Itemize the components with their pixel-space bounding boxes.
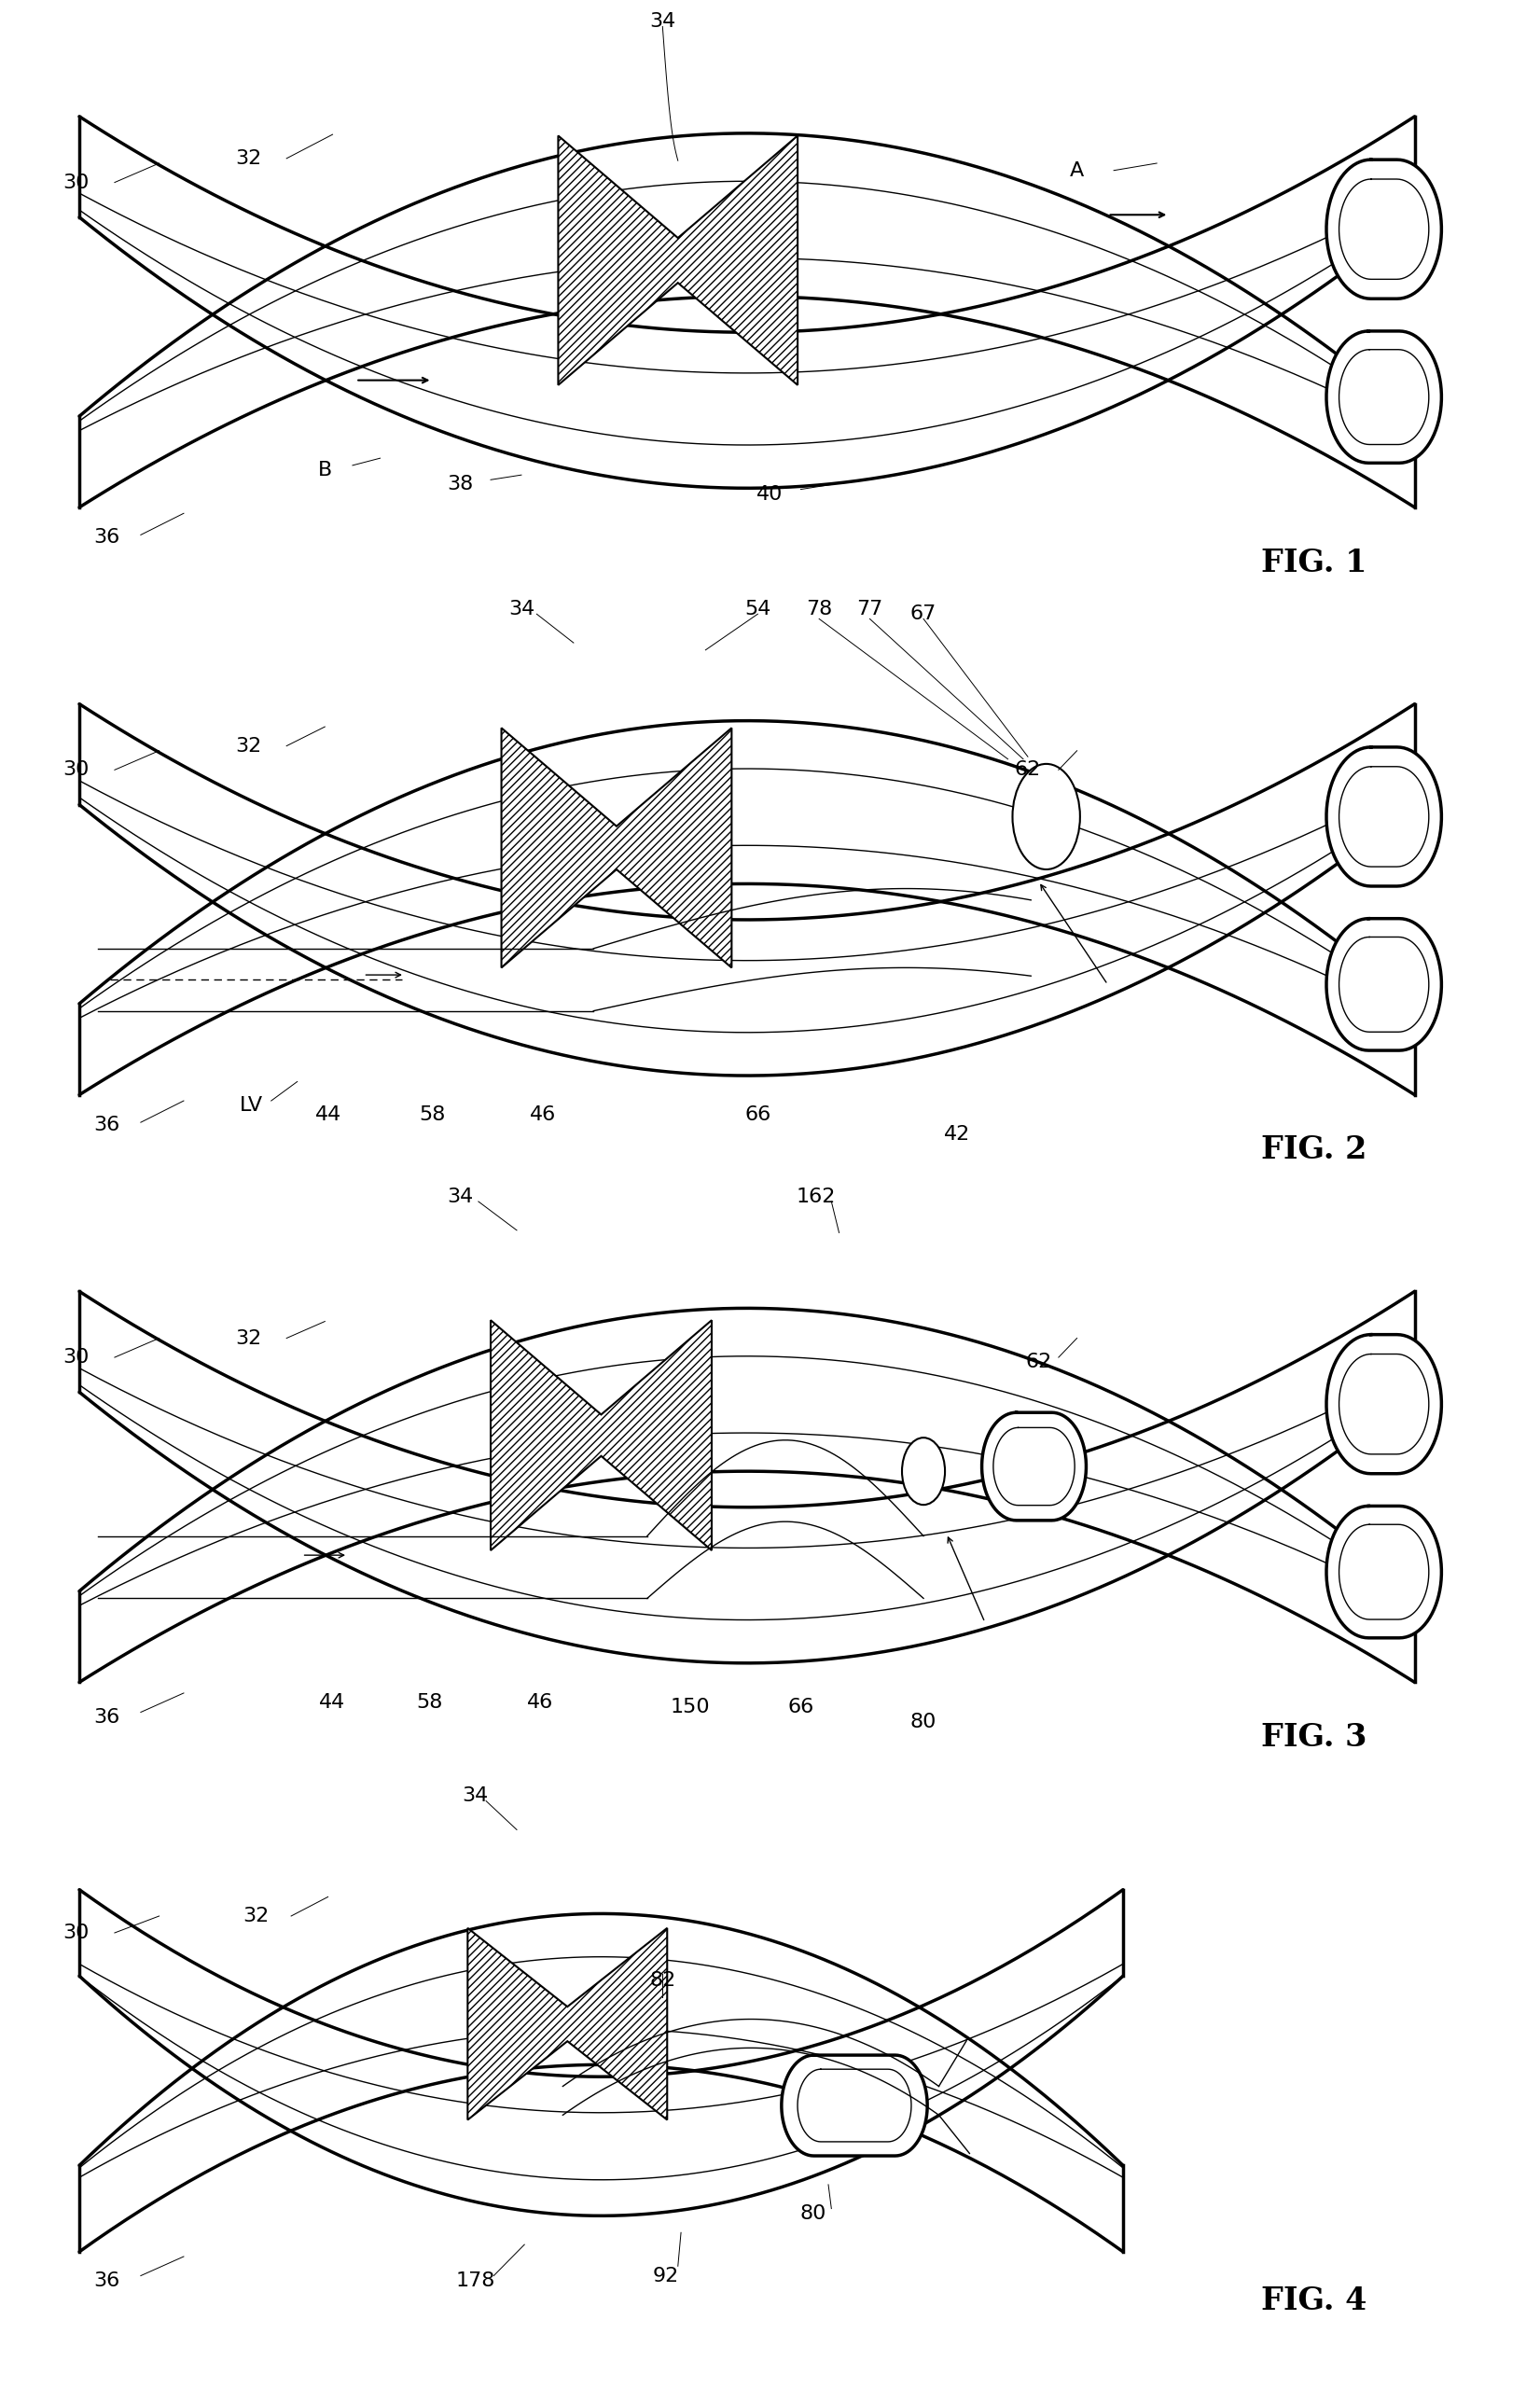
Text: 46: 46 xyxy=(527,1694,553,1711)
Text: FIG. 4: FIG. 4 xyxy=(1261,2285,1368,2316)
Text: 92: 92 xyxy=(653,2266,679,2285)
Polygon shape xyxy=(468,1927,667,2119)
Polygon shape xyxy=(80,704,1415,1077)
Text: 30: 30 xyxy=(63,1348,89,1367)
Text: 178: 178 xyxy=(456,2271,494,2290)
Polygon shape xyxy=(1326,918,1441,1050)
Text: 34: 34 xyxy=(462,1788,488,1805)
Text: 32: 32 xyxy=(236,738,262,755)
Text: 77: 77 xyxy=(856,601,882,618)
Polygon shape xyxy=(80,115,1415,488)
Text: 30: 30 xyxy=(63,1922,89,1942)
Polygon shape xyxy=(1326,332,1441,464)
Text: 30: 30 xyxy=(63,173,89,192)
Polygon shape xyxy=(491,1319,711,1550)
Text: 30: 30 xyxy=(63,762,89,779)
Polygon shape xyxy=(80,1307,1415,1682)
Text: 42: 42 xyxy=(944,1125,970,1144)
Text: 150: 150 xyxy=(670,1699,710,1716)
Text: B: B xyxy=(317,461,333,481)
Text: FIG. 2: FIG. 2 xyxy=(1261,1134,1368,1165)
Polygon shape xyxy=(1326,1507,1441,1639)
Text: 32: 32 xyxy=(236,149,262,168)
Text: 32: 32 xyxy=(243,1906,269,1925)
Text: 66: 66 xyxy=(787,1699,813,1716)
Polygon shape xyxy=(80,1889,1123,2216)
Polygon shape xyxy=(80,132,1415,507)
Text: 34: 34 xyxy=(447,1187,473,1206)
Text: 40: 40 xyxy=(756,485,784,505)
Text: 80: 80 xyxy=(799,2204,825,2223)
Polygon shape xyxy=(557,135,798,384)
Text: 58: 58 xyxy=(419,1105,445,1125)
Text: 62: 62 xyxy=(1026,1353,1052,1372)
Text: A: A xyxy=(1070,161,1084,180)
Text: 46: 46 xyxy=(530,1105,556,1125)
Text: 34: 34 xyxy=(508,601,534,618)
Polygon shape xyxy=(80,1913,1123,2252)
Circle shape xyxy=(902,1437,946,1504)
Text: FIG. 1: FIG. 1 xyxy=(1261,548,1368,579)
Polygon shape xyxy=(1326,747,1441,887)
Text: 32: 32 xyxy=(236,1329,262,1348)
Circle shape xyxy=(1012,764,1080,870)
Text: 67: 67 xyxy=(910,606,936,622)
Text: 34: 34 xyxy=(650,12,676,31)
Text: 62: 62 xyxy=(1015,762,1041,779)
Text: 36: 36 xyxy=(94,529,120,545)
Text: 36: 36 xyxy=(94,1115,120,1134)
Text: LV: LV xyxy=(240,1096,263,1115)
Polygon shape xyxy=(80,1290,1415,1663)
Text: 44: 44 xyxy=(314,1105,342,1125)
Polygon shape xyxy=(80,721,1415,1096)
Polygon shape xyxy=(1326,1334,1441,1473)
Text: 44: 44 xyxy=(319,1694,346,1711)
Text: 78: 78 xyxy=(805,601,832,618)
Text: 162: 162 xyxy=(796,1187,836,1206)
Polygon shape xyxy=(502,728,731,968)
Text: 58: 58 xyxy=(416,1694,442,1711)
Text: 82: 82 xyxy=(650,1970,676,1990)
Text: 38: 38 xyxy=(447,476,473,495)
Text: 36: 36 xyxy=(94,2271,120,2290)
Polygon shape xyxy=(983,1413,1086,1521)
Polygon shape xyxy=(781,2055,927,2155)
Text: 66: 66 xyxy=(744,1105,772,1125)
Text: 80: 80 xyxy=(910,1713,936,1730)
Text: FIG. 3: FIG. 3 xyxy=(1261,1723,1368,1754)
Text: 36: 36 xyxy=(94,1709,120,1725)
Text: 54: 54 xyxy=(744,601,772,618)
Polygon shape xyxy=(1326,159,1441,298)
